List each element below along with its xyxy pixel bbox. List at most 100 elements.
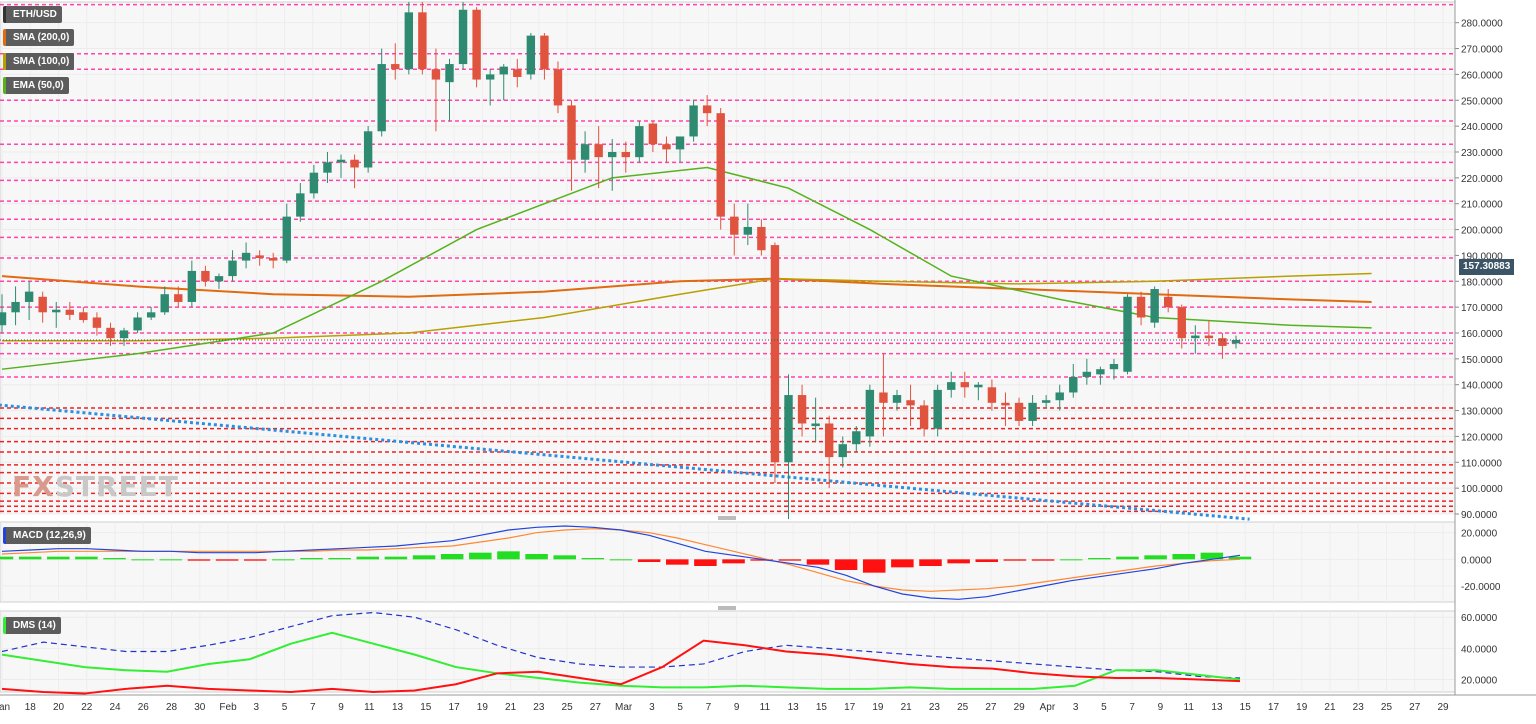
candle-body [24,291,34,302]
macd-line [1,525,1241,600]
candle-body [418,12,427,70]
candle-body [228,260,237,277]
sma100-legend[interactable]: SMA (100,0) [3,53,75,70]
x-tick-label: 23 [929,702,941,713]
x-tick-label: Jan [0,702,10,713]
candle-body [892,395,902,403]
candle-body [960,382,969,388]
x-tick-label: Mar [615,702,633,713]
x-tick-label: 15 [816,702,828,713]
y-tick-label: 140.0000 [1461,381,1503,392]
candle-body [838,444,847,458]
dms-legend[interactable]: DMS (14) [3,617,61,634]
y-tick-label: 270.0000 [1461,45,1503,56]
macd-histogram-bar [862,559,886,573]
adx-line [1,611,1241,679]
macd-histogram-bar [412,555,436,560]
candle-body [553,69,563,106]
candle-body [11,301,20,313]
y-tick-label: 160.0000 [1461,329,1503,340]
symbol-label[interactable]: ETH/USD [3,6,62,23]
x-tick-label: 20 [53,702,65,713]
x-tick-label: 7 [1129,702,1135,713]
candle-body [214,276,224,282]
candle-body [92,317,102,328]
macd-histogram-bar [384,556,408,560]
candle-body [974,384,983,388]
macd-histogram-bar [440,554,464,560]
candle-body [1136,296,1146,318]
candle-body [174,294,183,302]
macd-histogram-bar [553,555,576,560]
macd-histogram-bar [215,559,239,561]
sma200-line [1,275,1372,303]
candle-body [689,105,698,137]
candle-body [1082,371,1092,377]
pane-resize-handle [718,606,736,610]
candle-body [1069,376,1078,393]
x-tick-label: 11 [1184,702,1195,713]
sma200-legend[interactable]: SMA (200,0) [3,29,75,46]
candle-body [879,392,888,403]
x-tick-label: 23 [533,702,545,713]
y-tick-label: 40.0000 [1461,644,1498,655]
macd-histogram-bar [1059,559,1083,561]
x-tick-label: 24 [109,702,121,713]
macd-histogram-bar [47,556,70,560]
y-tick-label: 170.0000 [1461,303,1503,314]
candle-body [947,382,956,390]
macd-histogram-bar [778,559,802,561]
x-tick-label: 13 [392,702,404,713]
y-tick-label: 20.0000 [1461,529,1498,540]
candle-body [146,312,156,318]
macd-histogram-bar [18,556,42,560]
candle-body [1109,364,1119,370]
candle-body [187,270,197,302]
macd-histogram-bar [1003,559,1027,561]
x-tick-label: 18 [25,702,37,713]
candle-body [513,69,522,77]
y-tick-label: 130.0000 [1461,407,1503,418]
macd-histogram-bar [328,558,351,560]
macd-histogram-bar [722,559,745,564]
macd-histogram-bar [187,559,211,561]
macd-histogram-bar [525,554,548,560]
macd-histogram-bar [750,559,773,561]
candle-body [675,136,685,150]
candle-body [526,35,536,75]
macd-histogram-bar [243,559,267,561]
candle-body [1041,400,1051,403]
candle-body [309,172,319,194]
candle-body [65,309,75,315]
y-tick-label: 230.0000 [1461,148,1503,159]
macd-histogram-bar [1144,555,1167,560]
x-tick-label: 7 [706,702,712,713]
ema50-legend[interactable]: EMA (50,0) [3,77,69,94]
y-tick-label: 20.0000 [1461,676,1498,687]
candle-body [282,216,291,261]
candle-body [1218,338,1227,346]
x-tick-label: 5 [282,702,288,713]
candle-body [255,255,264,258]
x-tick-label: 19 [477,702,489,713]
x-tick-label: 5 [677,702,683,713]
candle-body [269,258,278,261]
candle-body [377,64,386,132]
x-tick-label: 26 [138,702,150,713]
candle-body [580,144,590,160]
candle-body [431,69,441,80]
candle-body [1055,392,1064,401]
x-tick-label: 17 [449,702,461,713]
macd-legend[interactable]: MACD (12,26,9) [3,527,91,544]
macd-histogram-bar [469,552,492,560]
candle-body [757,226,766,251]
candle-body [350,159,359,168]
macd-histogram-bar [300,558,323,560]
macd-histogram-bar [1172,554,1195,560]
candle-body [241,252,251,261]
x-tick-label: 3 [254,702,260,713]
candle-body [160,294,169,313]
x-tick-label: 17 [1268,702,1280,713]
candle-body [933,389,942,429]
